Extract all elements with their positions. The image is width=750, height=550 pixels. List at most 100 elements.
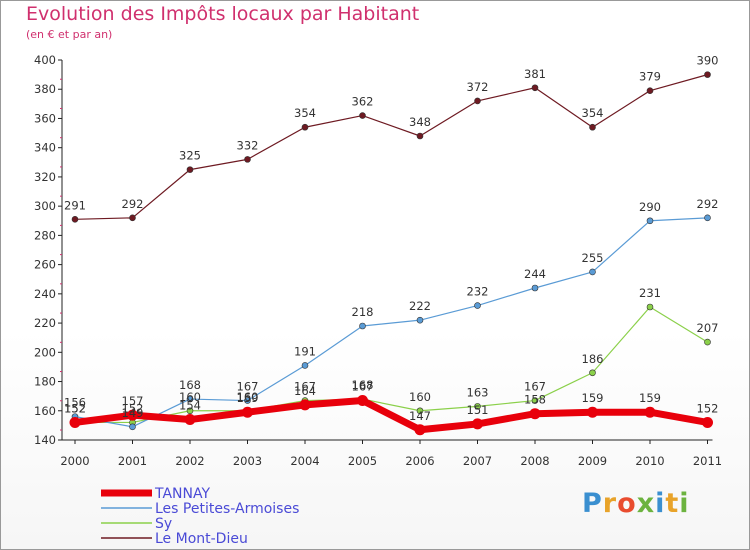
- data-label: 163: [467, 385, 489, 399]
- data-label: 168: [352, 378, 374, 392]
- data-label: 157: [122, 394, 144, 408]
- y-tick-label: 340: [34, 141, 56, 155]
- data-label: 156: [64, 396, 86, 410]
- data-label: 160: [409, 390, 431, 404]
- data-label: 255: [582, 251, 604, 265]
- y-tick-label: 200: [34, 345, 56, 359]
- data-point: [531, 284, 539, 292]
- data-point: [414, 424, 426, 436]
- data-label: 332: [237, 138, 259, 152]
- data-label: 207: [697, 321, 719, 335]
- data-label: 167: [524, 380, 546, 394]
- data-point: [704, 71, 711, 78]
- data-label: 152: [64, 401, 86, 415]
- data-point: [474, 302, 481, 309]
- x-tick-label: 2000: [60, 454, 89, 468]
- data-label: 381: [524, 67, 546, 81]
- x-tick-label: 2008: [520, 454, 549, 468]
- x-tick-label: 2007: [463, 454, 492, 468]
- data-label: 147: [409, 409, 431, 423]
- data-label: 149: [122, 406, 144, 420]
- data-label: 362: [352, 95, 374, 109]
- legend-label: Les Petites-Armoises: [155, 501, 299, 517]
- y-tick-label: 300: [34, 199, 56, 213]
- series-line-3: [74, 74, 708, 220]
- data-point: [242, 406, 253, 418]
- y-tick-label: 160: [34, 404, 56, 418]
- y-tick-label: 140: [34, 433, 56, 447]
- data-label: 167: [352, 380, 374, 394]
- data-point: [416, 132, 424, 140]
- data-label: 159: [639, 391, 661, 405]
- data-point: [589, 123, 596, 131]
- series-line-0: [74, 397, 709, 434]
- x-tick-label: 2011: [693, 454, 722, 468]
- data-label: 159: [237, 391, 259, 405]
- data-point: [244, 397, 251, 404]
- data-point: [69, 416, 81, 428]
- data-label: 154: [179, 399, 201, 413]
- data-point: [589, 268, 596, 276]
- data-point: [704, 338, 711, 346]
- data-label: 291: [64, 198, 86, 212]
- data-point: [129, 214, 136, 222]
- data-point: [529, 408, 541, 420]
- data-point: [127, 409, 138, 421]
- data-point: [644, 406, 656, 418]
- data-label: 232: [467, 285, 489, 299]
- data-point: [129, 423, 136, 431]
- chart-subtitle: (en € et par an): [26, 28, 113, 41]
- data-point: [474, 97, 481, 105]
- x-tick-label: 2009: [578, 454, 607, 468]
- data-point: [186, 166, 194, 173]
- data-label: 160: [237, 390, 259, 404]
- data-point: [589, 369, 596, 377]
- data-point: [301, 362, 309, 369]
- data-point: [531, 397, 539, 404]
- data-label: 164: [294, 384, 316, 398]
- data-point: [531, 84, 539, 92]
- data-point: [416, 407, 424, 415]
- data-point: [646, 87, 654, 94]
- data-label: 390: [697, 54, 719, 68]
- data-label: 160: [179, 390, 201, 404]
- data-label: 290: [639, 200, 661, 214]
- data-label: 152: [122, 401, 144, 415]
- data-point: [472, 418, 483, 430]
- chart-series: [69, 71, 713, 436]
- y-tick-label: 180: [34, 375, 56, 389]
- logo-letter: r: [602, 488, 618, 519]
- data-label: 292: [122, 197, 144, 211]
- data-label: 231: [639, 286, 661, 300]
- data-point: [301, 123, 309, 131]
- data-point: [244, 156, 251, 163]
- data-point: [359, 112, 366, 119]
- chart-title: Evolution des Impôts locaux par Habitant: [26, 3, 420, 25]
- data-point: [587, 406, 598, 418]
- series-line-2: [75, 306, 708, 424]
- data-point: [704, 214, 711, 222]
- data-label: 354: [582, 106, 604, 120]
- data-point: [474, 403, 481, 410]
- data-point: [646, 217, 654, 225]
- x-tick-label: 2006: [405, 454, 434, 468]
- data-label: 167: [294, 380, 316, 394]
- data-label: 325: [179, 149, 201, 163]
- logo-letter: P: [582, 488, 603, 519]
- data-point: [184, 414, 196, 426]
- data-point: [359, 322, 366, 330]
- y-tick-label: 260: [34, 258, 56, 272]
- data-label: 222: [409, 299, 431, 313]
- data-point: [416, 316, 424, 324]
- x-tick-label: 2001: [118, 454, 147, 468]
- legend-label: Sy: [155, 516, 172, 532]
- data-label: 158: [524, 393, 546, 407]
- proxiti-logo: Proxiti: [582, 488, 690, 519]
- data-label: 348: [409, 115, 431, 129]
- data-label: 244: [524, 267, 546, 281]
- chart-axes: 140 160 180 200 220 240 260 280 300 320 340 360 380 4…: [34, 53, 722, 468]
- data-label: 152: [697, 401, 719, 415]
- data-point: [186, 395, 194, 403]
